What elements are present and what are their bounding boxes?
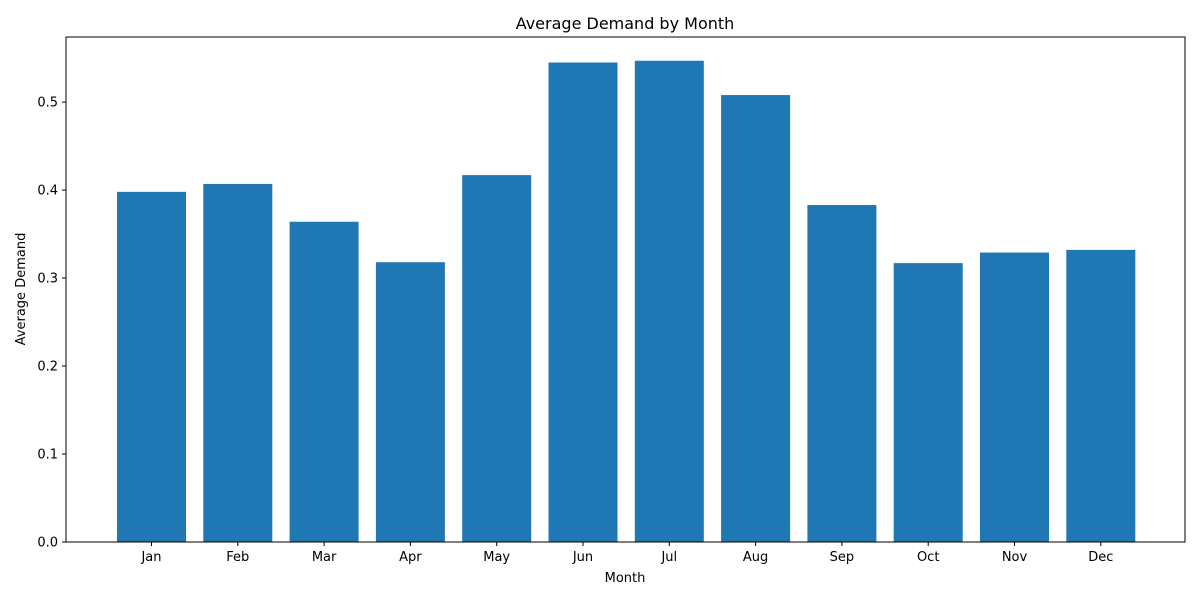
x-tick-label: Apr xyxy=(399,550,422,565)
y-tick-label: 0.3 xyxy=(37,272,58,287)
y-tick-label: 0.1 xyxy=(37,448,58,463)
bar-aug xyxy=(721,95,791,542)
bar-may xyxy=(462,175,532,542)
bar-jun xyxy=(548,62,618,542)
x-tick-label: May xyxy=(483,550,510,565)
bar-jul xyxy=(634,60,704,542)
bar-mar xyxy=(289,221,359,542)
x-tick-label: Dec xyxy=(1088,550,1113,565)
x-tick-label: Sep xyxy=(830,550,855,565)
x-axis-label: Month xyxy=(605,571,646,586)
y-axis-ticks: 0.0 0.1 0.2 0.3 0.4 0.5 xyxy=(37,96,66,551)
y-tick-label: 0.4 xyxy=(37,184,58,199)
bar-nov xyxy=(980,252,1049,543)
y-tick-label: 0.5 xyxy=(37,96,58,111)
x-tick-label: Jun xyxy=(572,550,593,565)
bars-group xyxy=(117,60,1136,543)
bar-oct xyxy=(893,263,963,542)
x-tick-label: Aug xyxy=(743,550,768,565)
x-axis-ticks: Jan Feb Mar Apr May Jun Jul Aug Sep Oct Nov Dec xyxy=(140,542,1113,565)
y-tick-label: 0.0 xyxy=(37,536,58,551)
bar-jan xyxy=(117,191,186,542)
x-tick-label: Jul xyxy=(660,550,677,565)
y-axis-label: Average Demand xyxy=(14,233,29,346)
y-tick-label: 0.2 xyxy=(37,360,58,375)
x-tick-label: Feb xyxy=(226,550,249,565)
bar-dec xyxy=(1066,249,1136,542)
x-tick-label: Oct xyxy=(917,550,939,565)
x-tick-label: Jan xyxy=(140,550,161,565)
x-tick-label: Mar xyxy=(312,550,337,565)
plot-frame xyxy=(65,36,1186,543)
chart-title: Average Demand by Month xyxy=(516,14,735,33)
bar-apr xyxy=(375,262,445,542)
bar-sep xyxy=(807,205,877,543)
x-tick-label: Nov xyxy=(1002,550,1028,565)
bar-feb xyxy=(203,183,273,542)
